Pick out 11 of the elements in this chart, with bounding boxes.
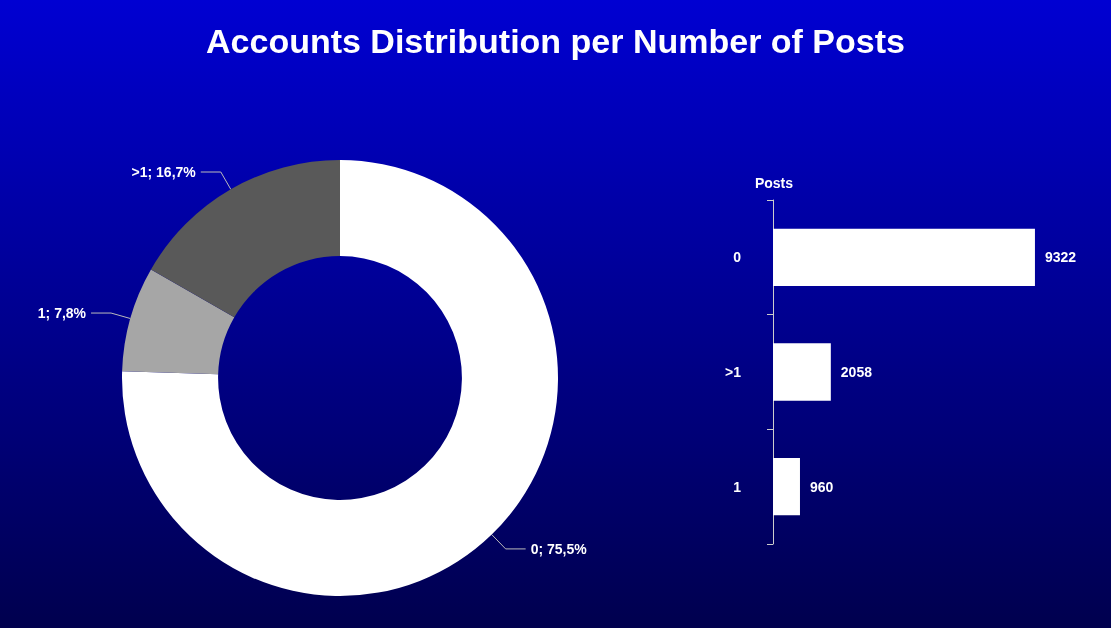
data-label: 9322	[1044, 249, 1077, 266]
data-label: 960	[809, 478, 834, 495]
y-tick-label: 0	[733, 249, 742, 266]
slice-label: >1; 16,7%	[131, 164, 197, 181]
data-label: 2058	[840, 364, 873, 380]
slice-label: 0; 75,5%	[530, 540, 588, 557]
y-tick-label: >1	[725, 364, 742, 380]
slice-label: 1; 7,8%	[37, 305, 87, 322]
y-tick-label: 1	[733, 478, 742, 495]
y-axis-title: Posts	[754, 175, 794, 191]
chart-title: Accounts Distribution per Number of Posts	[205, 22, 906, 61]
